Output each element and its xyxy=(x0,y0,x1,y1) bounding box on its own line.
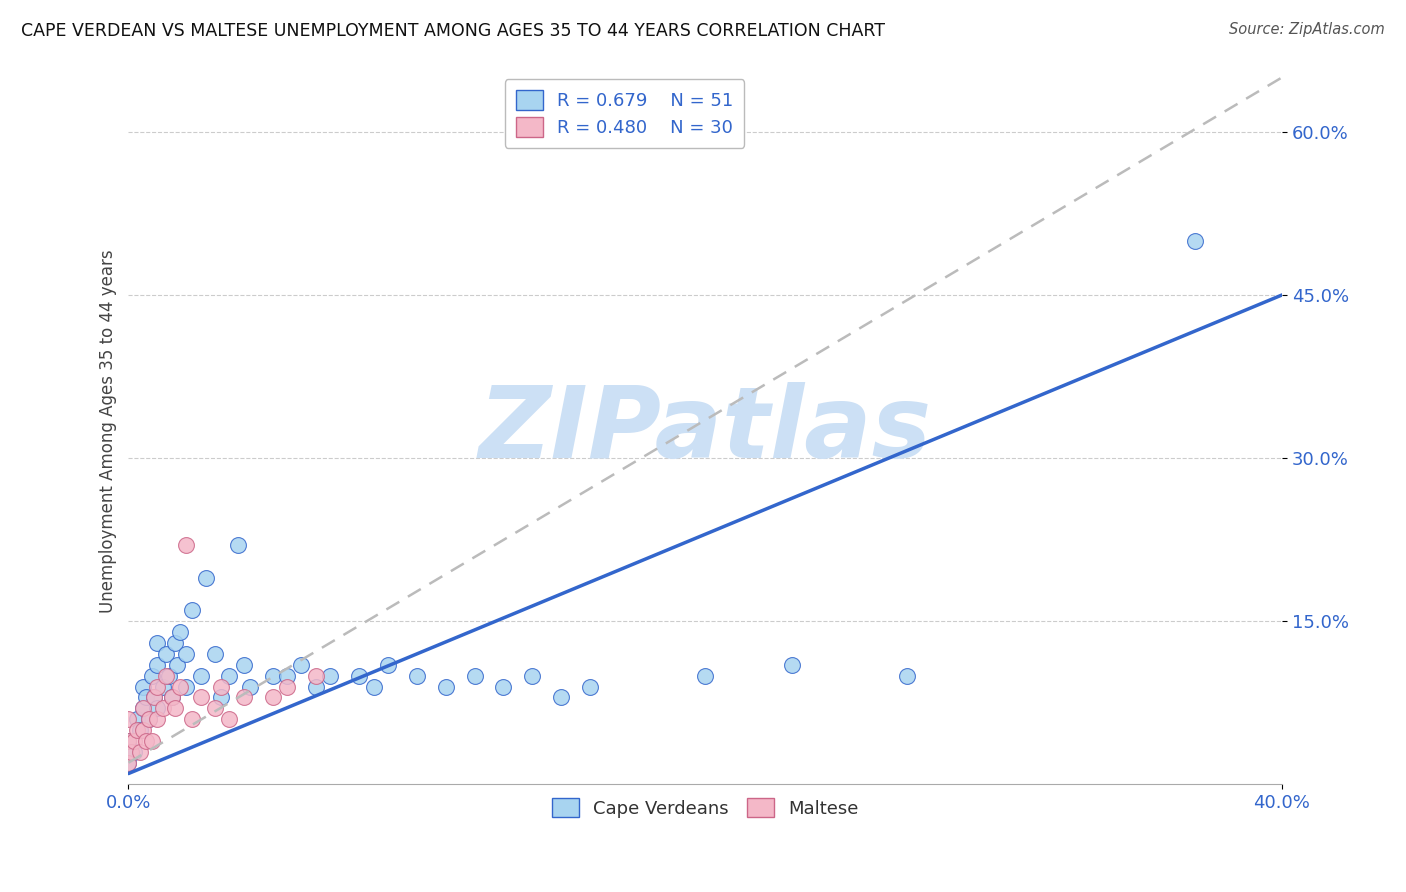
Point xyxy=(146,701,169,715)
Point xyxy=(190,668,212,682)
Point xyxy=(138,712,160,726)
Point xyxy=(695,668,717,682)
Point xyxy=(132,701,155,715)
Point xyxy=(190,690,212,705)
Point xyxy=(377,657,399,672)
Point xyxy=(135,734,157,748)
Point xyxy=(152,701,174,715)
Point xyxy=(492,680,515,694)
Point xyxy=(262,668,284,682)
Point xyxy=(174,680,197,694)
Point xyxy=(127,712,149,726)
Point xyxy=(896,668,918,682)
Text: Source: ZipAtlas.com: Source: ZipAtlas.com xyxy=(1229,22,1385,37)
Point xyxy=(209,680,232,694)
Point xyxy=(319,668,342,682)
Point xyxy=(163,636,186,650)
Point xyxy=(117,734,139,748)
Point xyxy=(141,668,163,682)
Point xyxy=(232,690,254,705)
Point xyxy=(169,680,191,694)
Point xyxy=(160,690,183,705)
Point xyxy=(146,712,169,726)
Point xyxy=(305,680,328,694)
Point xyxy=(204,647,226,661)
Point xyxy=(276,668,298,682)
Point xyxy=(550,690,572,705)
Point xyxy=(117,734,139,748)
Point xyxy=(405,668,427,682)
Point xyxy=(127,723,149,737)
Text: CAPE VERDEAN VS MALTESE UNEMPLOYMENT AMONG AGES 35 TO 44 YEARS CORRELATION CHART: CAPE VERDEAN VS MALTESE UNEMPLOYMENT AMO… xyxy=(21,22,886,40)
Point xyxy=(135,690,157,705)
Point xyxy=(169,625,191,640)
Point xyxy=(143,690,166,705)
Point xyxy=(174,647,197,661)
Point xyxy=(117,756,139,770)
Point xyxy=(434,680,457,694)
Point xyxy=(160,690,183,705)
Point xyxy=(209,690,232,705)
Point xyxy=(522,668,544,682)
Point xyxy=(143,690,166,705)
Point xyxy=(146,680,169,694)
Point xyxy=(180,712,202,726)
Point xyxy=(262,690,284,705)
Point xyxy=(122,745,145,759)
Point xyxy=(141,734,163,748)
Y-axis label: Unemployment Among Ages 35 to 44 years: Unemployment Among Ages 35 to 44 years xyxy=(100,249,117,613)
Point xyxy=(276,680,298,694)
Point xyxy=(180,603,202,617)
Point xyxy=(579,680,602,694)
Point xyxy=(163,701,186,715)
Point xyxy=(305,668,328,682)
Point xyxy=(117,712,139,726)
Point xyxy=(232,657,254,672)
Point xyxy=(146,657,169,672)
Point xyxy=(146,636,169,650)
Point xyxy=(132,701,155,715)
Point xyxy=(218,712,240,726)
Text: ZIPatlas: ZIPatlas xyxy=(478,383,932,479)
Point xyxy=(347,668,370,682)
Point xyxy=(780,657,803,672)
Point xyxy=(239,680,262,694)
Point xyxy=(129,723,152,737)
Point xyxy=(166,657,188,672)
Point xyxy=(218,668,240,682)
Point xyxy=(226,538,249,552)
Legend: Cape Verdeans, Maltese: Cape Verdeans, Maltese xyxy=(544,790,866,825)
Point xyxy=(204,701,226,715)
Point xyxy=(122,734,145,748)
Point xyxy=(138,712,160,726)
Point xyxy=(290,657,312,672)
Point xyxy=(117,756,139,770)
Point xyxy=(152,680,174,694)
Point xyxy=(363,680,385,694)
Point xyxy=(463,668,485,682)
Point xyxy=(174,538,197,552)
Point xyxy=(195,571,218,585)
Point xyxy=(129,745,152,759)
Point xyxy=(132,723,155,737)
Point xyxy=(155,647,177,661)
Point xyxy=(1184,234,1206,248)
Point xyxy=(155,668,177,682)
Point xyxy=(120,745,142,759)
Point xyxy=(132,680,155,694)
Point xyxy=(157,668,180,682)
